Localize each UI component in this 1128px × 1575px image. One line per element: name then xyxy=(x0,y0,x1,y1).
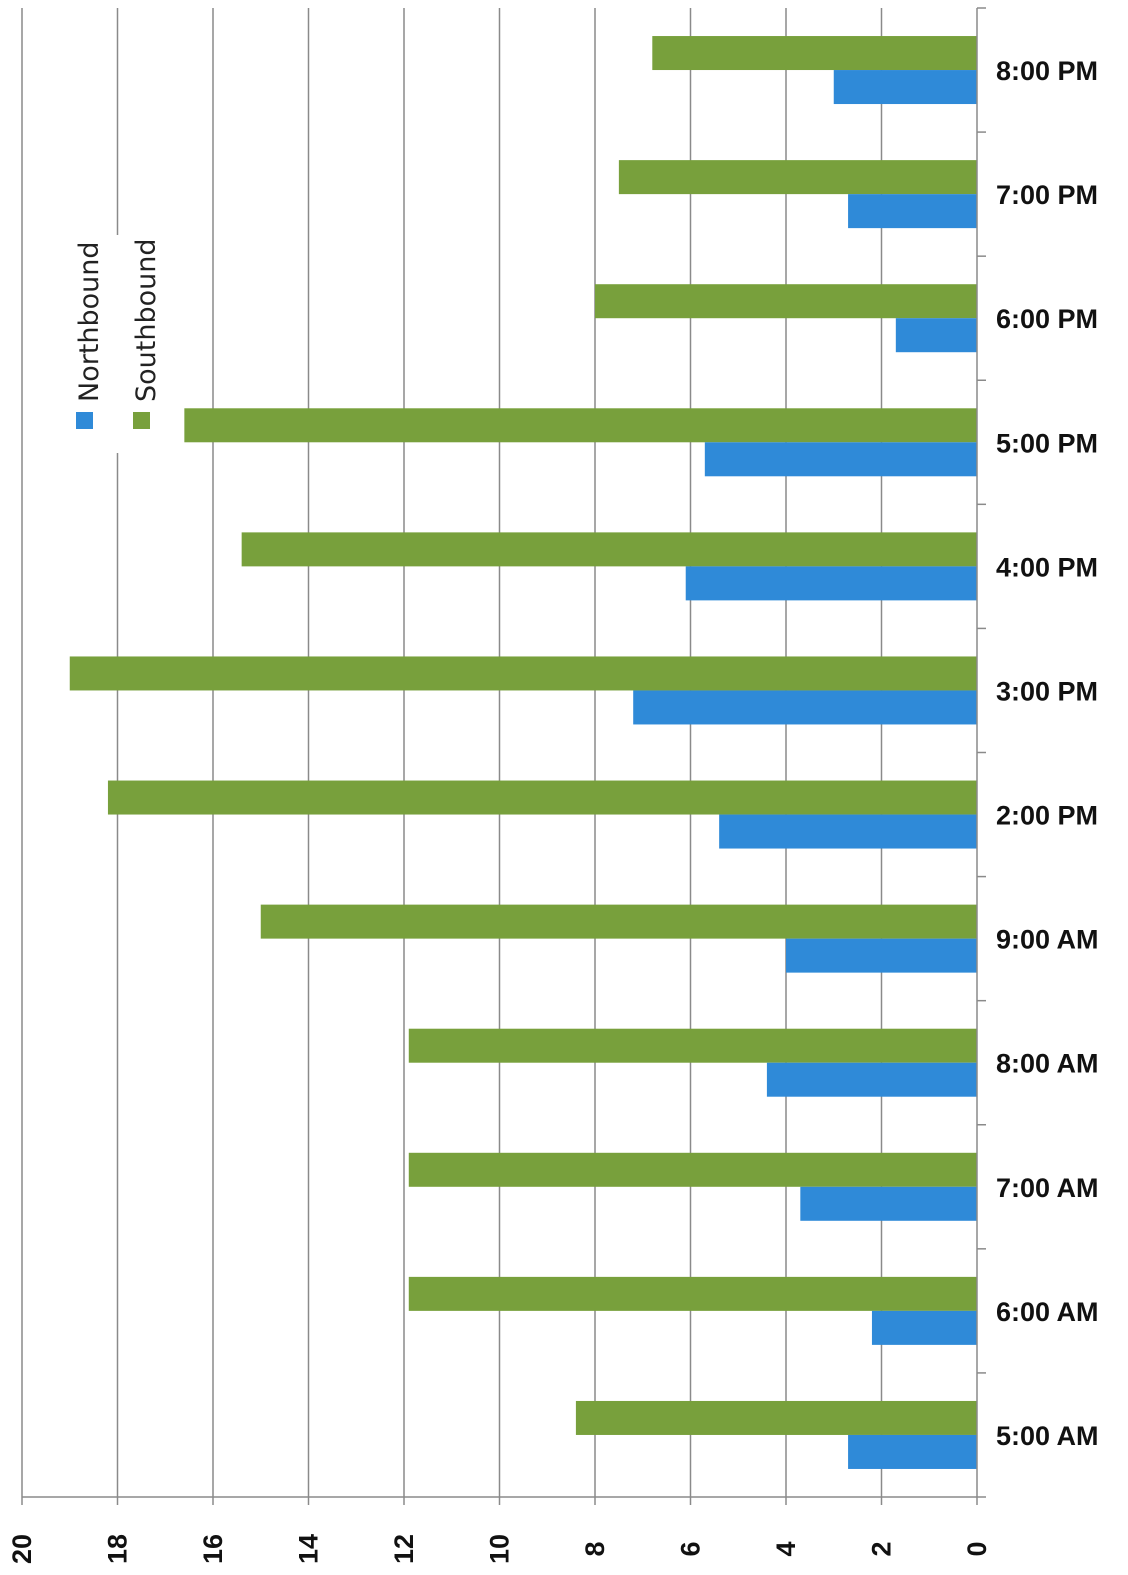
category-axis: 5:00 AM 6:00 AM 7:00 AM 8:00 AM 9:00 AM 2:00 … xyxy=(976,7,1099,1498)
bar-southbound xyxy=(408,1152,977,1187)
legend: Northbound Southbound xyxy=(66,235,162,453)
bar-southbound xyxy=(575,1400,977,1435)
bars xyxy=(69,36,978,1469)
bar-northbound xyxy=(704,442,977,477)
bar-southbound xyxy=(595,284,977,319)
bar-northbound xyxy=(766,1062,977,1097)
bar-northbound xyxy=(895,318,977,353)
bar-southbound xyxy=(241,532,977,567)
category-label: 3:00 PM xyxy=(996,676,1098,706)
category-label: 7:00 PM xyxy=(996,180,1098,210)
bar-southbound xyxy=(618,160,977,195)
category-label: 4:00 PM xyxy=(996,552,1098,582)
value-axis: 0 2 4 6 8 10 12 14 16 18 20 xyxy=(7,1496,992,1564)
category-label: 6:00 PM xyxy=(996,304,1098,334)
legend-background xyxy=(66,235,122,453)
value-tick-label: 14 xyxy=(294,1534,324,1564)
category-label: 5:00 AM xyxy=(996,1421,1099,1451)
value-tick-label: 0 xyxy=(962,1541,992,1556)
gridlines xyxy=(21,8,883,1497)
category-label: 6:00 AM xyxy=(996,1297,1099,1327)
bar-northbound xyxy=(800,1186,977,1221)
bar-northbound xyxy=(685,566,977,601)
bar-southbound xyxy=(184,408,978,443)
bar-southbound xyxy=(69,656,977,691)
value-tick-label: 18 xyxy=(103,1534,133,1564)
bar-northbound xyxy=(848,1434,977,1469)
value-tick-label: 4 xyxy=(771,1541,801,1556)
bar-southbound xyxy=(107,780,977,815)
category-label: 8:00 AM xyxy=(996,1049,1099,1079)
bar-northbound xyxy=(871,1310,977,1345)
legend-label-southbound: Southbound xyxy=(131,239,162,403)
legend-label-northbound: Northbound xyxy=(74,241,105,402)
value-tick-label: 10 xyxy=(485,1534,515,1564)
value-tick-label: 2 xyxy=(867,1541,897,1556)
legend-swatch-southbound xyxy=(133,412,150,429)
bar-southbound xyxy=(408,1028,977,1063)
bar-northbound xyxy=(833,70,977,105)
category-label: 8:00 PM xyxy=(996,56,1098,86)
bar-southbound xyxy=(260,904,977,939)
bar-northbound xyxy=(719,814,977,849)
category-label: 9:00 AM xyxy=(996,925,1099,955)
category-label: 7:00 AM xyxy=(996,1173,1099,1203)
bar-southbound xyxy=(652,36,977,71)
bar-northbound xyxy=(633,690,977,725)
value-tick-label: 16 xyxy=(198,1534,228,1564)
category-label: 2:00 PM xyxy=(996,801,1098,831)
category-label: 5:00 PM xyxy=(996,428,1098,458)
bar-northbound xyxy=(848,194,977,229)
value-tick-label: 12 xyxy=(389,1534,419,1564)
value-tick-label: 8 xyxy=(580,1541,610,1556)
value-tick-label: 20 xyxy=(7,1534,37,1564)
bar-southbound xyxy=(408,1276,977,1311)
bar-northbound xyxy=(786,938,977,973)
legend-swatch-northbound xyxy=(76,412,93,429)
value-tick-label: 6 xyxy=(676,1541,706,1556)
